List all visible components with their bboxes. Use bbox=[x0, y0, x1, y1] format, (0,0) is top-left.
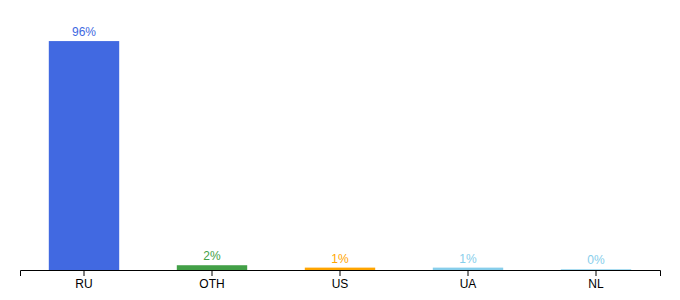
tick-label: UA bbox=[460, 277, 477, 291]
tick: OTH bbox=[199, 270, 224, 291]
tick-mark bbox=[84, 270, 85, 276]
tick-mark bbox=[596, 270, 597, 276]
plot: 96% 2% 1% 1% 0% RU OTH US UA NL bbox=[21, 25, 661, 290]
tick-mark bbox=[340, 270, 341, 276]
x-axis-line bbox=[21, 271, 661, 277]
bar bbox=[433, 268, 503, 270]
tick: RU bbox=[75, 270, 92, 291]
data-label: 0% bbox=[587, 253, 605, 267]
tick-label: OTH bbox=[199, 277, 224, 291]
data-labels: 96% 2% 1% 1% 0% bbox=[72, 25, 605, 267]
tick-mark bbox=[212, 270, 213, 276]
data-label: 96% bbox=[72, 25, 96, 39]
x-axis: RU OTH US UA NL bbox=[21, 270, 661, 291]
bars bbox=[49, 41, 631, 270]
bar bbox=[177, 265, 247, 270]
tick-mark bbox=[468, 270, 469, 276]
tick: US bbox=[332, 270, 349, 291]
data-label: 1% bbox=[331, 252, 349, 266]
data-label: 1% bbox=[459, 252, 477, 266]
chart: 96% 2% 1% 1% 0% RU OTH US UA NL bbox=[0, 0, 680, 300]
bar bbox=[305, 268, 375, 270]
tick: NL bbox=[588, 270, 604, 291]
tick-label: NL bbox=[588, 277, 604, 291]
tick-label: RU bbox=[75, 277, 92, 291]
data-label: 2% bbox=[203, 249, 221, 263]
tick: UA bbox=[460, 270, 477, 291]
bar bbox=[49, 41, 119, 270]
bar bbox=[561, 269, 631, 270]
tick-label: US bbox=[332, 277, 349, 291]
